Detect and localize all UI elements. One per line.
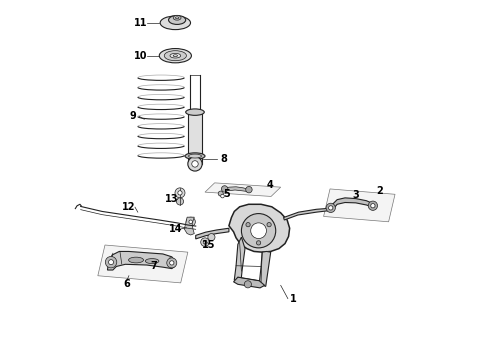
Polygon shape [196,228,229,239]
Polygon shape [234,277,265,288]
Text: 14: 14 [169,224,182,234]
Polygon shape [259,251,270,287]
Ellipse shape [160,16,191,30]
Text: 6: 6 [123,279,130,289]
Polygon shape [98,245,188,283]
Polygon shape [188,112,202,164]
Circle shape [221,186,228,192]
Ellipse shape [169,15,186,24]
Ellipse shape [146,258,159,264]
Ellipse shape [185,153,205,159]
Ellipse shape [159,49,192,63]
Circle shape [186,217,196,226]
Polygon shape [234,237,245,284]
Ellipse shape [128,257,144,263]
Polygon shape [205,183,281,197]
Circle shape [170,261,174,265]
Circle shape [201,238,209,247]
Circle shape [267,222,271,227]
Circle shape [192,161,198,167]
Text: 3: 3 [352,190,359,200]
Circle shape [246,222,250,227]
Circle shape [251,223,267,239]
Circle shape [208,234,215,241]
Text: 5: 5 [223,189,230,199]
Circle shape [368,201,377,210]
Text: 12: 12 [122,202,136,212]
Polygon shape [225,187,248,192]
Circle shape [105,256,117,268]
Circle shape [371,203,375,208]
Ellipse shape [173,15,181,20]
Text: 13: 13 [166,194,179,204]
Ellipse shape [164,51,186,61]
Circle shape [188,157,202,171]
Polygon shape [284,208,331,220]
Ellipse shape [173,55,177,57]
Ellipse shape [175,17,179,19]
Polygon shape [331,198,373,208]
Circle shape [256,241,261,245]
Circle shape [176,198,184,205]
Ellipse shape [189,154,201,158]
Circle shape [218,191,223,196]
Text: 15: 15 [202,240,215,250]
Text: 4: 4 [267,180,273,190]
Text: 9: 9 [129,111,136,121]
Circle shape [220,194,224,198]
Ellipse shape [170,53,181,58]
Text: 2: 2 [377,186,383,196]
Text: 1: 1 [290,294,296,303]
Polygon shape [229,204,290,252]
Circle shape [167,258,177,268]
Circle shape [175,188,185,198]
Text: 11: 11 [134,18,147,28]
Text: 10: 10 [134,51,147,61]
Circle shape [109,260,114,265]
Circle shape [326,203,335,212]
Polygon shape [184,217,194,235]
Text: 7: 7 [150,261,157,271]
Circle shape [329,206,333,210]
Polygon shape [107,251,175,270]
Circle shape [245,281,251,288]
Circle shape [245,186,252,193]
Text: 8: 8 [220,154,227,164]
Ellipse shape [186,109,204,115]
Circle shape [242,213,276,248]
Polygon shape [323,189,395,222]
Circle shape [178,191,182,195]
Circle shape [203,240,207,244]
Circle shape [189,220,193,224]
